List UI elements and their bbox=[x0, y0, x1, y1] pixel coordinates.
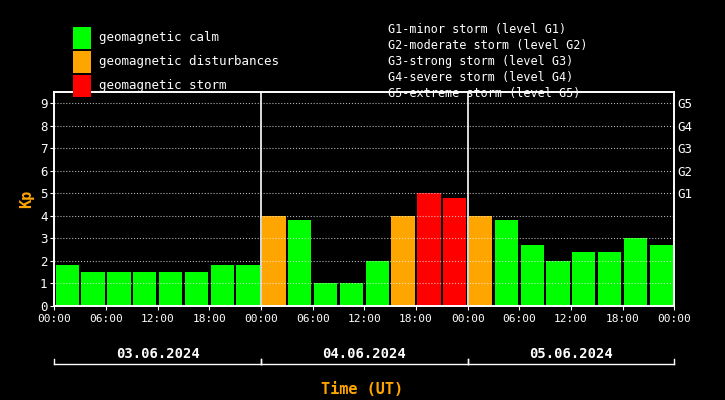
Text: 03.06.2024: 03.06.2024 bbox=[116, 347, 199, 361]
Text: geomagnetic calm: geomagnetic calm bbox=[99, 32, 220, 44]
Text: 04.06.2024: 04.06.2024 bbox=[323, 347, 406, 361]
Bar bbox=[262, 216, 286, 306]
Text: Time (UT): Time (UT) bbox=[321, 382, 404, 398]
Bar bbox=[521, 245, 544, 306]
Bar bbox=[185, 272, 208, 306]
Text: G1-minor storm (level G1): G1-minor storm (level G1) bbox=[388, 24, 566, 36]
Bar bbox=[314, 284, 337, 306]
Bar bbox=[547, 261, 570, 306]
Bar bbox=[133, 272, 157, 306]
Bar bbox=[236, 266, 260, 306]
Bar bbox=[392, 216, 415, 306]
Bar bbox=[469, 216, 492, 306]
Bar bbox=[443, 198, 466, 306]
Bar bbox=[340, 284, 363, 306]
Bar bbox=[159, 272, 182, 306]
Text: geomagnetic storm: geomagnetic storm bbox=[99, 80, 227, 92]
Bar bbox=[56, 266, 79, 306]
Text: G3-strong storm (level G3): G3-strong storm (level G3) bbox=[388, 56, 573, 68]
Bar bbox=[288, 220, 311, 306]
Bar bbox=[418, 193, 441, 306]
Bar bbox=[107, 272, 130, 306]
Text: G5-extreme storm (level G5): G5-extreme storm (level G5) bbox=[388, 88, 580, 100]
Text: geomagnetic disturbances: geomagnetic disturbances bbox=[99, 56, 279, 68]
Bar bbox=[211, 266, 234, 306]
Bar bbox=[365, 261, 389, 306]
Text: 05.06.2024: 05.06.2024 bbox=[529, 347, 613, 361]
Bar bbox=[624, 238, 647, 306]
Y-axis label: Kp: Kp bbox=[20, 190, 34, 208]
Bar bbox=[81, 272, 104, 306]
Bar bbox=[494, 220, 518, 306]
Text: G2-moderate storm (level G2): G2-moderate storm (level G2) bbox=[388, 40, 587, 52]
Bar bbox=[598, 252, 621, 306]
Bar bbox=[572, 252, 595, 306]
Bar bbox=[650, 245, 673, 306]
Text: G4-severe storm (level G4): G4-severe storm (level G4) bbox=[388, 72, 573, 84]
